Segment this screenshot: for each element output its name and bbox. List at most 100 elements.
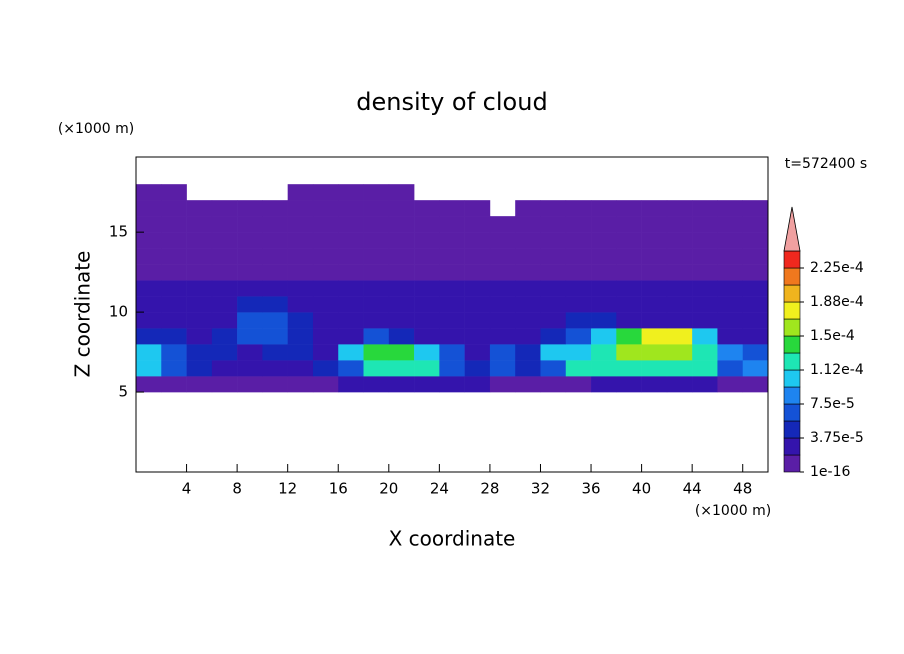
field-cell: [540, 216, 567, 233]
colorbar-box: [783, 369, 801, 388]
field-cell: [692, 216, 718, 233]
field-cell: [414, 360, 440, 377]
field-cell: [717, 216, 744, 233]
field-cell: [338, 248, 364, 265]
field-cell: [591, 264, 617, 281]
field-cell: [666, 312, 693, 329]
field-cell: [338, 216, 364, 233]
field-cell: [211, 312, 238, 329]
field-cell: [136, 360, 162, 377]
field-cell: [414, 312, 440, 329]
field-cell: [515, 264, 541, 281]
field-cell: [161, 216, 187, 233]
field-cell: [136, 264, 162, 281]
field-cell: [363, 376, 390, 393]
field-cell: [363, 184, 390, 201]
field-cell: [641, 216, 668, 233]
field-cell: [287, 216, 314, 233]
field-cell: [464, 328, 491, 345]
field-cell: [237, 216, 263, 233]
field-cell: [489, 328, 516, 345]
field-cell: [186, 264, 213, 281]
field-cell: [565, 200, 592, 217]
field-cell: [161, 376, 187, 393]
field-cell: [692, 344, 718, 361]
field-cell: [161, 360, 187, 377]
field-cell: [742, 344, 769, 361]
colorbar-tick-label: 2.25e-4: [810, 260, 864, 276]
field-cell: [717, 280, 744, 297]
field-cell: [439, 200, 465, 217]
field-cell: [363, 328, 390, 345]
field-cell: [641, 312, 668, 329]
x-tick-label: 44: [683, 480, 702, 498]
field-cell: [388, 280, 415, 297]
field-cell: [692, 248, 718, 265]
field-cell: [666, 376, 693, 393]
field-cell: [540, 296, 567, 313]
field-cell: [591, 296, 617, 313]
field-cell: [591, 312, 617, 329]
field-cell: [540, 232, 567, 249]
field-cell: [287, 280, 314, 297]
field-cell: [464, 360, 491, 377]
field-cell: [161, 264, 187, 281]
field-cell: [515, 216, 541, 233]
x-tick-label: 16: [329, 480, 348, 498]
field-cell: [363, 232, 390, 249]
field-cell: [287, 328, 314, 345]
field-cell: [515, 376, 541, 393]
field-cell: [616, 200, 642, 217]
field-cell: [363, 360, 390, 377]
field-cell: [540, 328, 567, 345]
field-cell: [312, 280, 339, 297]
field-cell: [464, 296, 491, 313]
field-cell: [717, 232, 744, 249]
field-cell: [287, 264, 314, 281]
field-cell: [641, 376, 668, 393]
field-cell: [717, 248, 744, 265]
colorbar-box: [783, 335, 801, 354]
field-cell: [439, 264, 465, 281]
field-cell: [717, 264, 744, 281]
field-cell: [641, 232, 668, 249]
field-cell: [540, 312, 567, 329]
field-cell: [489, 248, 516, 265]
field-cell: [439, 360, 465, 377]
field-cell: [439, 328, 465, 345]
field-cell: [565, 328, 592, 345]
field-cell: [439, 376, 465, 393]
field-cell: [136, 216, 162, 233]
field-cell: [717, 312, 744, 329]
field-cell: [262, 200, 288, 217]
x-tick-label: 32: [531, 480, 550, 498]
field-cell: [211, 360, 238, 377]
field-cell: [591, 360, 617, 377]
field-cell: [439, 280, 465, 297]
field-cell: [414, 248, 440, 265]
field-cell: [565, 296, 592, 313]
field-cell: [136, 184, 162, 201]
field-cell: [742, 360, 769, 377]
field-cell: [692, 328, 718, 345]
field-cell: [262, 280, 288, 297]
field-cell: [161, 248, 187, 265]
field-cell: [136, 312, 162, 329]
x-axis-title: X coordinate: [389, 527, 516, 551]
field-cell: [186, 344, 213, 361]
field-cell: [464, 280, 491, 297]
field-cell: [262, 216, 288, 233]
field-cell: [388, 296, 415, 313]
colorbar-extension: [783, 206, 801, 252]
field-cell: [237, 328, 263, 345]
plot-frame: [135, 156, 769, 473]
field-cell: [464, 200, 491, 217]
field-cell: [312, 296, 339, 313]
colorbar-tick-label: 1.88e-4: [810, 294, 864, 310]
field-cell: [186, 280, 213, 297]
y-tick-label: 5: [118, 383, 128, 401]
field-cell: [312, 344, 339, 361]
field-cell: [287, 344, 314, 361]
field-cell: [388, 184, 415, 201]
field-cell: [666, 360, 693, 377]
